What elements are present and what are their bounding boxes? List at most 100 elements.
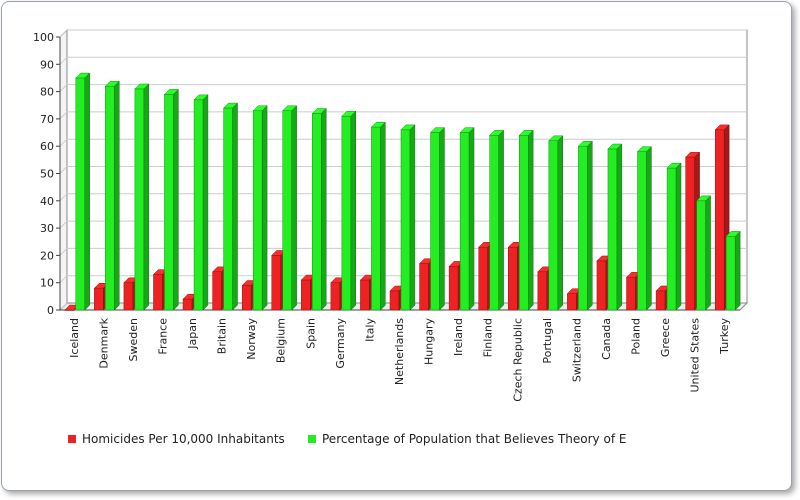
bar-side [173,88,179,311]
x-tick-label: Czech Republic [511,318,524,402]
legend-swatch-homicides [68,435,76,443]
bar-homicides [271,255,281,311]
bar-evolution [371,126,381,311]
bar-side [380,121,386,311]
bar-evolution [134,88,145,311]
bar-side [261,105,268,311]
bar-homicides [626,276,636,311]
bar-homicides [123,282,134,311]
x-tick-label: Turkey [718,318,731,355]
bar-evolution [637,151,647,311]
y-grid-diagonal [59,138,68,147]
bar-homicides [389,290,400,311]
bar-homicides [182,298,193,311]
bar-evolution [696,200,706,311]
y-grid-diagonal [59,220,68,229]
bar-side [84,72,90,311]
bar-homicides [360,279,370,311]
bar-evolution [666,167,677,311]
bar-homicides [330,282,341,311]
x-tick-label: Sweden [127,318,140,361]
y-grid-diagonal [59,166,68,174]
bar-evolution [578,145,588,311]
bar-evolution [193,99,204,311]
bar-homicides [596,260,607,311]
x-tick-label: Japan [186,318,199,350]
bar-homicides [508,246,518,311]
bar-evolution [400,129,411,311]
bar-side [232,102,238,311]
bar-side [291,105,297,311]
bar-side [734,230,741,311]
x-tick-label: Britain [216,318,229,354]
bar-side [616,143,623,311]
bar-evolution [341,115,352,311]
y-tick-label: 0 [47,304,54,317]
x-tick-label: Spain [304,318,317,349]
bar-homicides [655,290,666,311]
x-tick-label: Portugal [541,318,554,364]
bar-evolution [75,77,86,311]
y-grid-diagonal [59,56,68,65]
y-tick-label: 80 [40,86,54,99]
y-tick-label: 30 [40,222,54,235]
y-grid-diagonal [59,29,68,38]
bar-evolution [607,148,618,311]
x-tick-label: Hungary [423,318,436,365]
bar-side [675,162,682,311]
y-tick-label: 90 [40,58,54,71]
x-tick-label: Greece [659,318,672,357]
y-grid-diagonal [59,248,68,256]
legend-label-evolution: Percentage of Population that Believes T… [322,432,627,446]
y-grid-diagonal [59,193,68,202]
x-tick-label: Norway [245,318,258,360]
bar-side [498,129,504,311]
x-tick-label: Belgium [275,318,288,363]
bar-evolution [519,135,529,311]
bar-homicides [567,293,577,311]
bar-side [705,195,711,311]
bar-homicides [419,263,429,311]
x-tick-label: Netherlands [393,318,406,385]
bar-side [143,83,150,311]
x-tick-label: Finland [482,318,495,357]
x-tick-label: Switzerland [570,318,583,382]
x-tick-label: Italy [363,318,376,342]
y-grid-diagonal [59,111,68,120]
x-tick-label: Iceland [68,318,81,358]
bar-homicides [448,266,459,311]
x-tick-label: France [156,318,169,355]
bar-homicides [301,279,311,311]
bar-homicides [537,271,548,311]
bar-homicides [478,246,488,311]
y-tick-label: 50 [40,168,54,181]
bar-evolution [430,132,440,311]
legend-item-homicides: Homicides Per 10,000 Inhabitants [68,432,285,446]
bar-side [350,110,357,311]
bar-homicides [685,156,695,311]
bar-side [528,129,534,311]
bar-evolution [252,110,263,311]
y-tick-label: 100 [33,31,54,44]
bar-evolution [312,113,322,311]
y-tick-label: 20 [40,249,54,262]
y-tick-label: 60 [40,140,54,153]
x-tick-label: Germany [334,318,347,369]
bar-homicides [94,287,104,311]
y-grid-diagonal [59,84,68,92]
bar-side [557,135,563,311]
y-grid-diagonal [59,275,68,284]
bar-side [321,107,327,311]
bar-side [202,94,209,311]
bar-evolution [164,94,174,311]
bar-side [587,140,593,311]
x-tick-label: Canada [600,318,613,360]
y-tick-label: 40 [40,195,54,208]
bar-evolution [105,85,115,311]
bar-side [114,80,120,311]
x-tick-label: Ireland [452,318,465,356]
legend-swatch-evolution [308,435,316,443]
legend-item-evolution: Percentage of Population that Believes T… [308,432,626,446]
bar-evolution [725,236,736,311]
